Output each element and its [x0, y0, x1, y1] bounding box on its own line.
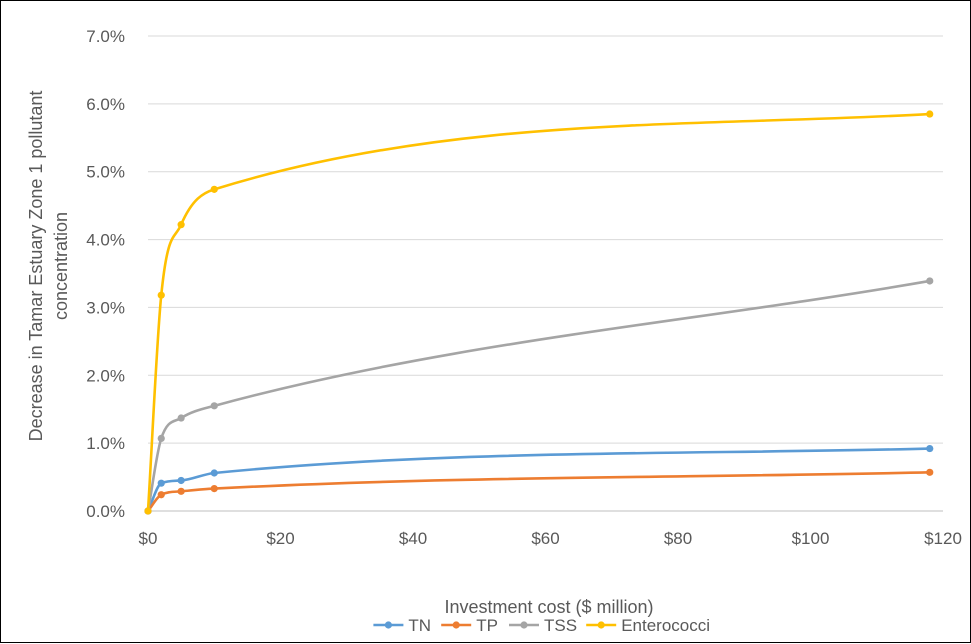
series-tss-point: [177, 414, 185, 422]
y-tick-label: 1.0%: [86, 434, 125, 453]
series-enterococci-line: [146, 112, 930, 512]
legend-marker-tn: [384, 621, 392, 629]
series-enterococci-point: [926, 110, 934, 118]
series-enterococci: [144, 110, 934, 515]
y-tick-label: 2.0%: [86, 366, 125, 385]
series-enterococci-point: [210, 185, 218, 193]
y-tick-label: 4.0%: [86, 231, 125, 250]
x-tick-label: $40: [399, 529, 427, 548]
series-tp-point: [926, 468, 934, 476]
x-tick-label: $80: [664, 529, 692, 548]
gridlines: [148, 35, 943, 512]
series-tss-line: [146, 279, 930, 512]
series-tn-point: [157, 479, 165, 487]
series-lines: [144, 110, 934, 515]
series-tss-point: [210, 402, 218, 410]
legend-marker-tp: [452, 621, 460, 629]
legend-marker-enterococci: [597, 621, 605, 629]
legend-item-tp: TP: [441, 616, 498, 635]
y-axis-title-line-2: concentration: [51, 212, 71, 320]
legend-item-tn: TN: [373, 616, 431, 635]
x-tick-label: $120: [924, 529, 962, 548]
legend-marker-tss: [520, 621, 528, 629]
series-tp-point: [210, 485, 218, 493]
y-tick-label: 6.0%: [86, 95, 125, 114]
x-tick-label: $20: [266, 529, 294, 548]
series-tp-line: [146, 471, 930, 512]
legend-label-tn: TN: [408, 616, 431, 635]
series-tp-point: [157, 491, 165, 499]
legend: TN TP TSS Enterococci: [373, 616, 710, 635]
series-tp: [144, 468, 934, 515]
legend-item-tss: TSS: [509, 616, 577, 635]
legend-item-enterococci: Enterococci: [586, 616, 710, 635]
series-tss-point: [157, 434, 165, 442]
y-tick-label: 7.0%: [86, 27, 125, 46]
y-axis-title-line-1: Decrease in Tamar Estuary Zone 1 polluta…: [26, 91, 46, 442]
x-tick-label: $100: [792, 529, 830, 548]
y-tick-label: 0.0%: [86, 502, 125, 521]
series-tn: [144, 444, 934, 515]
series-tss-point: [926, 277, 934, 285]
series-tp-point: [177, 487, 185, 495]
legend-label-tss: TSS: [544, 616, 577, 635]
y-axis-tick-labels: 0.0% 1.0% 2.0% 3.0% 4.0% 5.0% 6.0% 7.0%: [86, 27, 125, 521]
series-enterococci-point: [144, 507, 152, 515]
series-enterococci-point: [177, 221, 185, 229]
x-axis-tick-labels: $0 $20 $40 $60 $80 $100 $120: [139, 529, 962, 548]
x-tick-label: $60: [531, 529, 559, 548]
legend-label-tp: TP: [476, 616, 498, 635]
y-axis-title: Decrease in Tamar Estuary Zone 1 polluta…: [26, 91, 71, 442]
series-tn-point: [177, 476, 185, 485]
y-tick-label: 5.0%: [86, 163, 125, 182]
x-tick-label: $0: [139, 529, 158, 548]
series-tn-point: [210, 469, 218, 477]
legend-label-enterococci: Enterococci: [621, 616, 710, 635]
y-tick-label: 3.0%: [86, 298, 125, 317]
series-enterococci-point: [157, 291, 165, 299]
series-tn-line: [146, 447, 930, 512]
series-tn-point: [926, 444, 934, 453]
x-axis-title: Investment cost ($ million): [444, 597, 653, 617]
